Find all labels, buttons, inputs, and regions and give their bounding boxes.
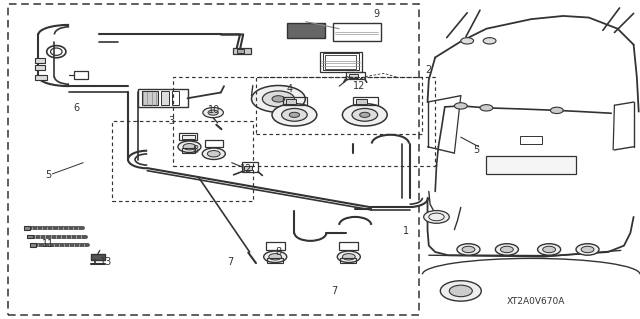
Circle shape [183, 144, 196, 150]
Circle shape [203, 108, 223, 118]
Text: 4: 4 [287, 84, 293, 94]
Text: 11: 11 [42, 239, 54, 249]
Circle shape [462, 246, 475, 253]
Circle shape [550, 107, 563, 114]
Bar [340, 258, 356, 263]
Circle shape [424, 211, 449, 223]
Circle shape [272, 96, 285, 102]
Circle shape [252, 85, 305, 112]
Bar [325, 55, 356, 69]
Bar [112, 121, 253, 201]
Text: 8: 8 [192, 145, 198, 155]
Bar [161, 91, 169, 105]
Bar [346, 72, 365, 79]
Bar [35, 65, 45, 70]
Circle shape [208, 110, 218, 115]
Bar [320, 52, 362, 72]
Bar [35, 58, 45, 63]
Bar [356, 99, 367, 104]
Bar [237, 49, 244, 53]
Bar [24, 226, 30, 230]
Circle shape [337, 251, 360, 263]
Text: 6: 6 [74, 103, 80, 114]
Bar [333, 23, 381, 41]
Circle shape [207, 151, 220, 157]
Bar [138, 89, 188, 107]
Bar [266, 242, 285, 250]
Bar [182, 148, 195, 153]
Bar [142, 91, 158, 105]
Bar [287, 23, 325, 38]
Text: 1: 1 [403, 226, 410, 236]
Text: 13: 13 [99, 257, 112, 267]
Bar [173, 77, 435, 166]
Bar [8, 4, 419, 315]
Text: 5: 5 [474, 145, 480, 155]
Circle shape [289, 112, 300, 117]
Circle shape [480, 105, 493, 111]
Circle shape [461, 38, 474, 44]
Text: 7: 7 [331, 286, 337, 296]
Bar [172, 91, 179, 105]
Circle shape [282, 108, 307, 121]
Bar [339, 242, 358, 250]
Circle shape [262, 91, 294, 107]
Circle shape [576, 244, 599, 255]
Bar [283, 97, 307, 105]
Bar [486, 156, 576, 174]
Circle shape [269, 254, 282, 260]
Bar [35, 75, 47, 80]
Text: XT2A0V670A: XT2A0V670A [507, 297, 566, 306]
Circle shape [538, 244, 561, 255]
Circle shape [440, 281, 481, 301]
Text: 12: 12 [240, 164, 253, 174]
Circle shape [202, 148, 225, 160]
Bar [27, 235, 33, 238]
Circle shape [342, 104, 387, 126]
Circle shape [483, 38, 496, 44]
Circle shape [272, 104, 317, 126]
Circle shape [352, 108, 378, 121]
Text: 9: 9 [373, 9, 380, 19]
Circle shape [449, 285, 472, 297]
Text: 2: 2 [426, 65, 432, 75]
Circle shape [178, 141, 201, 152]
Circle shape [543, 246, 556, 253]
Circle shape [500, 246, 513, 253]
Bar [267, 258, 283, 263]
Bar [353, 97, 378, 105]
Bar [349, 74, 358, 78]
Bar [30, 243, 36, 247]
Circle shape [342, 254, 355, 260]
Circle shape [360, 112, 370, 117]
Circle shape [454, 103, 467, 109]
Text: 5: 5 [45, 170, 51, 181]
Text: 3: 3 [168, 116, 175, 126]
Bar [244, 166, 252, 170]
Bar [286, 99, 296, 104]
Bar [182, 135, 195, 139]
Text: 12: 12 [353, 81, 365, 91]
Circle shape [457, 244, 480, 255]
Circle shape [581, 246, 594, 253]
Text: 7: 7 [227, 257, 234, 267]
Bar [323, 53, 359, 70]
Bar [233, 48, 251, 54]
Bar [242, 162, 258, 172]
Circle shape [495, 244, 518, 255]
Text: 10: 10 [208, 105, 221, 115]
Bar [256, 77, 422, 134]
Bar [74, 71, 88, 79]
Circle shape [264, 251, 287, 263]
Text: 8: 8 [275, 247, 282, 257]
Bar [91, 254, 105, 260]
Bar [179, 133, 197, 140]
Bar [205, 140, 223, 147]
Bar [520, 136, 542, 144]
